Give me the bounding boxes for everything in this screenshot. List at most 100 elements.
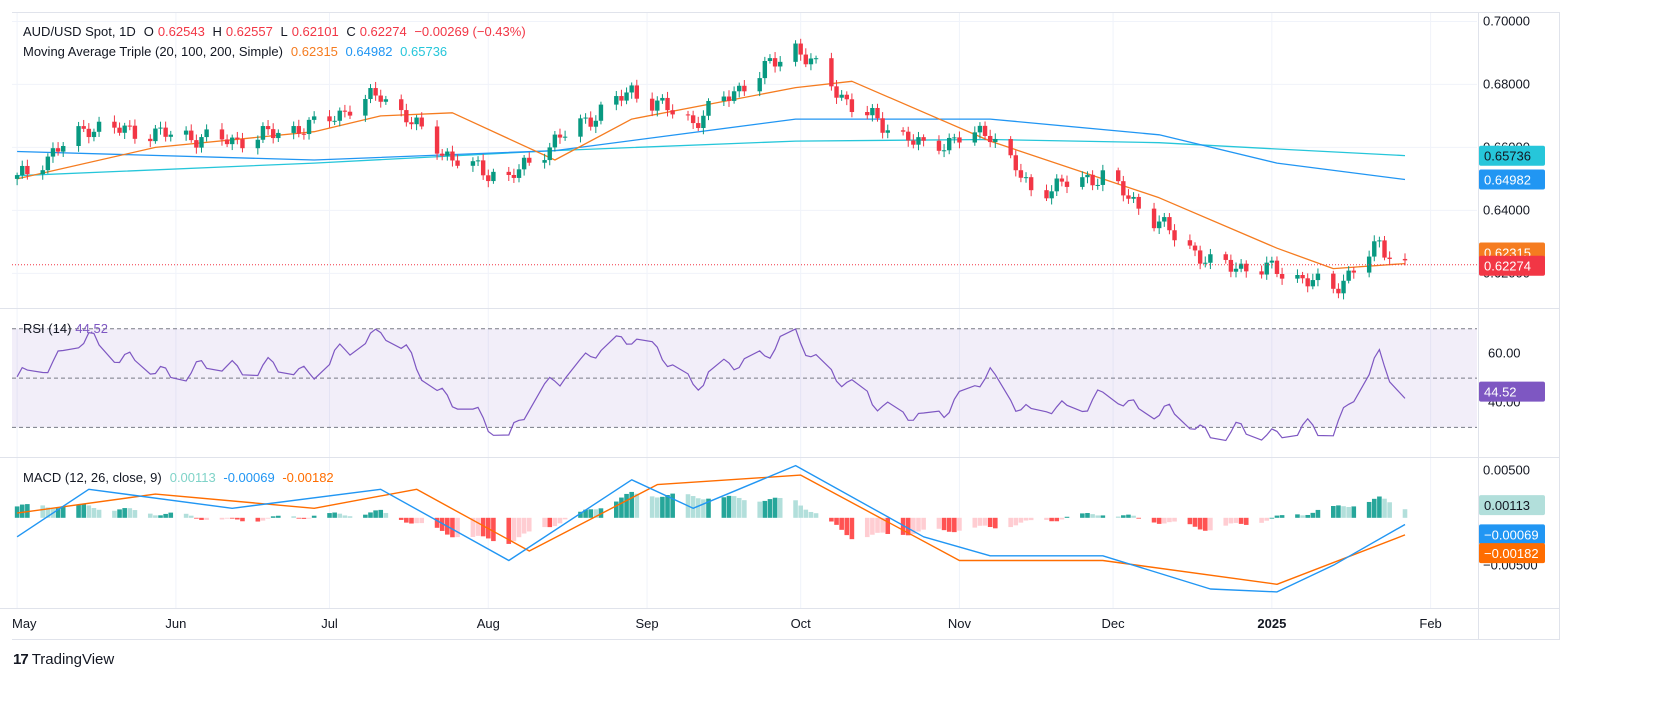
histogram-bar [1366, 501, 1372, 518]
candle-body [383, 99, 389, 102]
macd-signal-badge-text: −0.00182 [1484, 546, 1539, 561]
candle-body [363, 99, 368, 116]
candle-body [1095, 184, 1100, 186]
histogram-bar [624, 493, 629, 518]
histogram-bar [1331, 506, 1336, 518]
candle-body [1203, 262, 1208, 264]
candle-body [1310, 280, 1316, 287]
candle-body [14, 175, 20, 179]
macd-signal-line [17, 474, 1406, 585]
histogram-bar [363, 514, 368, 518]
histogram-bar [1243, 517, 1249, 525]
candle-body [61, 145, 66, 152]
histogram-bar [957, 517, 962, 531]
histogram-bar [1336, 505, 1341, 518]
histogram-bar [1341, 506, 1346, 518]
ma-title[interactable]: Moving Average Triple (20, 100, 200, Sim… [23, 44, 283, 59]
macd-hist-badge: 0.00113 [1479, 495, 1545, 516]
histogram-bar [1008, 517, 1013, 528]
histogram-bar [342, 515, 348, 518]
candle-body [1085, 174, 1090, 178]
histogram-bar [1167, 517, 1172, 523]
candle-body [721, 96, 727, 101]
candle-body [1402, 258, 1408, 261]
ma100-badge-bg [1479, 169, 1545, 190]
candle-body [542, 160, 547, 163]
candle-body [1351, 270, 1356, 273]
histogram-bar [132, 510, 138, 518]
candle-body [1126, 195, 1131, 199]
candle-body [40, 170, 45, 175]
candle-body [475, 160, 481, 162]
histogram-bar [153, 515, 158, 518]
candle-body [614, 96, 619, 105]
histogram-bar [434, 517, 440, 528]
candle-body [619, 96, 624, 101]
ma100-badge: 0.64982 [1479, 169, 1545, 190]
histogram-bar [96, 509, 102, 518]
histogram-bar [952, 517, 957, 533]
rsi-title[interactable]: RSI (14) [23, 321, 72, 336]
histogram-bar [649, 496, 655, 518]
candle-body [1238, 263, 1244, 269]
watermark-text: TradingView [31, 651, 115, 668]
candle-body [1279, 273, 1285, 279]
ma100-line [17, 118, 1406, 181]
candle-body [941, 150, 947, 152]
candle-body [224, 139, 230, 145]
histogram-bar [905, 517, 911, 536]
histogram-bar [276, 515, 281, 518]
ma20-line [16, 80, 1406, 270]
time-tick-label: Jul [321, 616, 338, 631]
candle-body [470, 161, 476, 166]
histogram-bar [1300, 515, 1305, 518]
histogram-bar [870, 517, 875, 535]
candle-body [1233, 268, 1239, 272]
macd-signal-value: -0.00182 [282, 470, 334, 485]
macd-line-value: -0.00069 [223, 470, 275, 485]
histogram-bar [629, 491, 634, 518]
candle-body [219, 129, 225, 140]
candle-body [701, 115, 706, 129]
histogram-bar [583, 509, 588, 518]
histogram-bar [332, 512, 337, 518]
histogram-bar [885, 517, 891, 534]
histogram-bar [1080, 513, 1085, 518]
candle-body [1121, 181, 1126, 196]
histogram-bar [829, 517, 834, 522]
time-tick-label: Feb [1419, 616, 1441, 631]
rsi-badge-text: 44.52 [1484, 385, 1517, 400]
time-tick-label: Sep [635, 616, 658, 631]
candle-body [399, 99, 404, 111]
price-legend: AUD/USD Spot, 1D O 0.62543 H 0.62557 L 0.621… [23, 24, 526, 39]
candle-body [634, 85, 640, 99]
candle-body [1341, 280, 1346, 294]
candle-body [1187, 240, 1193, 246]
candle-body [957, 137, 962, 143]
symbol-title[interactable]: AUD/USD Spot, 1D [23, 24, 136, 39]
histogram-bar [45, 507, 51, 518]
candle-body [1228, 259, 1234, 272]
histogram-bar [726, 495, 732, 518]
histogram-bar [199, 517, 204, 520]
histogram-bar [40, 505, 46, 518]
ma100-value: 0.64982 [345, 44, 393, 59]
candle-body [235, 137, 240, 140]
candle-body [516, 169, 522, 178]
histogram-bar [526, 517, 532, 532]
histogram-bar [1121, 515, 1126, 518]
macd-legend: MACD (12, 26, close, 9) 0.00113 -0.00069 … [23, 470, 338, 486]
histogram-bar [1295, 514, 1300, 518]
open-value: 0.62543 [157, 24, 205, 39]
macd-line [16, 464, 1406, 593]
close-badge-bg [1479, 255, 1545, 276]
candle-body [55, 148, 61, 152]
candle-body [1151, 208, 1157, 229]
histogram-bar [916, 517, 921, 532]
tradingview-watermark[interactable]: 17 TradingView [13, 651, 114, 668]
candle-body [117, 127, 122, 133]
histogram-bar [521, 517, 527, 534]
macd-title[interactable]: MACD (12, 26, close, 9) [23, 470, 162, 485]
histogram-bar [204, 517, 209, 520]
